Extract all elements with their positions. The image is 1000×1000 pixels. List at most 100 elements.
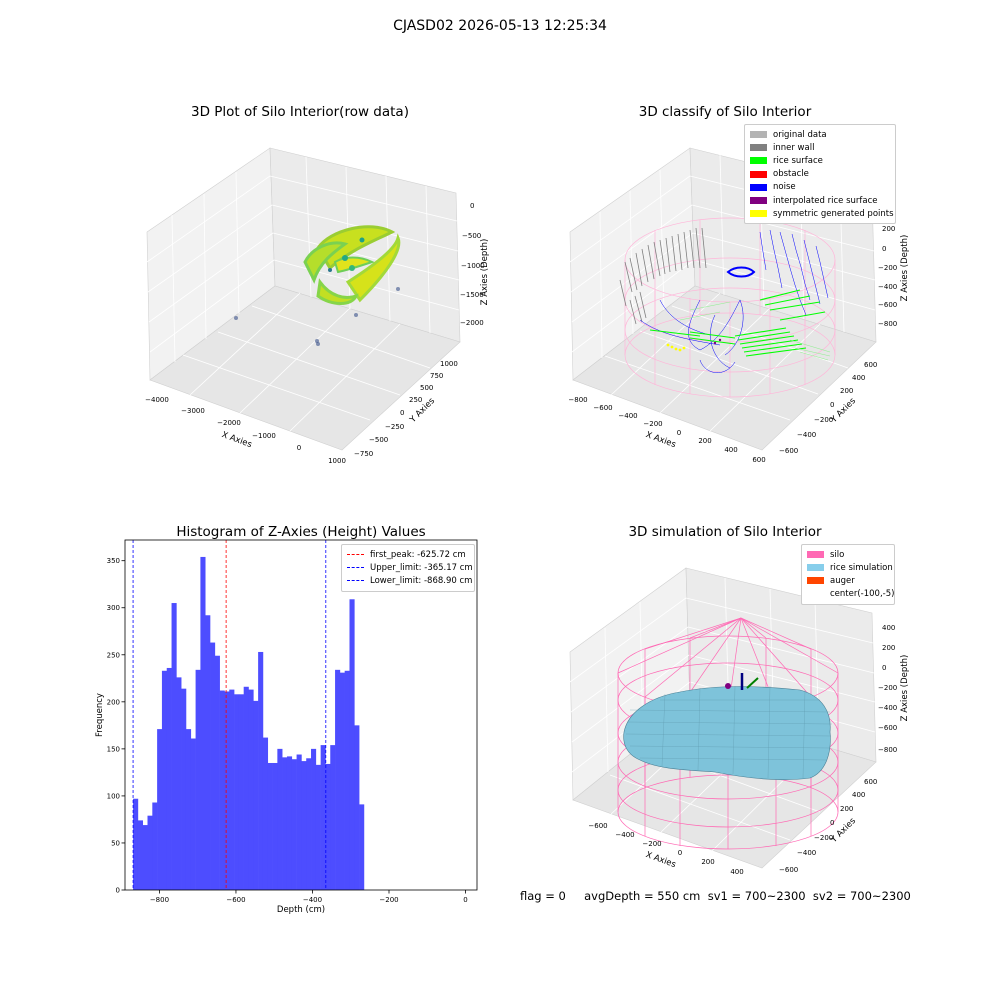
histogram-bar — [219, 690, 225, 890]
histogram-title: Histogram of Z-Axies (Height) Values — [176, 524, 426, 540]
histogram-bar — [210, 642, 216, 890]
legend-label: inner wall — [773, 142, 815, 153]
raw-ytick: −750 — [354, 450, 373, 458]
classify-xtick: −400 — [618, 412, 637, 420]
raw-xtick: −4000 — [145, 396, 169, 404]
histogram-bar — [267, 762, 273, 890]
sim-ztick: −600 — [878, 724, 897, 732]
histogram-bar — [190, 738, 196, 890]
legend-item: auger — [807, 574, 889, 587]
y-tick-label: 150 — [107, 745, 120, 753]
y-tick-label: 100 — [107, 792, 120, 800]
legend-swatch — [750, 210, 767, 218]
classify-plot-title: 3D classify of Silo Interior — [638, 104, 812, 120]
classify-legend: original data inner wall rice surface ob… — [744, 124, 896, 225]
sim-xtick: −200 — [642, 840, 661, 848]
simulation-3d-plot: −600 −400 −200 0 200 400 −600 −400 −200 … — [569, 567, 910, 876]
classify-xtick: −600 — [593, 404, 612, 412]
plot-frame — [124, 539, 478, 891]
legend-swatch — [807, 591, 824, 598]
raw-ytick: 1000 — [440, 360, 458, 368]
histogram-bar — [176, 677, 182, 890]
histogram-bar — [200, 556, 206, 890]
legend-item: noise — [750, 181, 890, 194]
legend-label: interpolated rice surface — [773, 195, 878, 206]
sim-xtick: 0 — [678, 849, 682, 857]
histogram-bar — [238, 694, 244, 890]
histogram-bar — [349, 599, 355, 890]
histogram-bar — [171, 603, 177, 890]
histogram-bar — [137, 820, 143, 890]
histogram-bar — [181, 688, 187, 890]
classify-ytick: 600 — [864, 361, 877, 369]
legend-label: obstacle — [773, 169, 809, 180]
x-tick-label: −800 — [150, 896, 169, 904]
legend-item: first_peak: -625.72 cm — [347, 548, 469, 561]
raw-3d-plot: −4000 −3000 −2000 −1000 0 1000 −750 −500… — [145, 147, 490, 465]
histogram-bar — [166, 667, 172, 890]
classify-ztick: −600 — [878, 301, 897, 309]
raw-ztick: −500 — [462, 232, 481, 240]
histogram-bar — [248, 689, 254, 890]
status-footer: flag = 0 avgDepth = 550 cm sv1 = 700~230… — [520, 889, 911, 903]
sim-xtick: −400 — [615, 831, 634, 839]
raw-xtick: −2000 — [217, 419, 241, 427]
classify-ytick: −400 — [797, 431, 816, 439]
histogram-bar — [229, 689, 235, 890]
classify-xtick: −200 — [643, 420, 662, 428]
histogram-bar — [133, 798, 139, 890]
sim-ytick: −400 — [797, 849, 816, 857]
classify-ztick: 200 — [882, 225, 895, 233]
histogram-bar — [272, 762, 278, 890]
classify-xtick: 200 — [698, 437, 711, 445]
sim-xtick: −600 — [588, 822, 607, 830]
raw-xtick: −1000 — [252, 432, 276, 440]
sim-ztick: 200 — [882, 644, 895, 652]
legend-swatch — [807, 577, 824, 585]
raw-ytick: 250 — [409, 396, 422, 404]
histogram-bar — [224, 691, 230, 890]
legend-label: rice simulation — [830, 562, 893, 573]
histogram-bar — [243, 686, 249, 890]
x-tick-label: −600 — [226, 896, 245, 904]
classify-x-axis-label: X Axies — [644, 430, 677, 450]
legend-swatch — [750, 183, 767, 191]
legend-line — [347, 554, 364, 556]
classify-ytick: −600 — [779, 447, 798, 455]
y-tick-label: 200 — [107, 698, 120, 706]
classify-ytick: 200 — [840, 387, 853, 395]
classify-ztick: −800 — [878, 320, 897, 328]
histogram-bar — [161, 670, 168, 890]
classify-xtick: 0 — [677, 429, 681, 437]
histogram-bar — [325, 763, 331, 890]
classify-ztick: 0 — [882, 245, 886, 253]
histogram-bar — [335, 669, 341, 890]
x-tick-label: −200 — [379, 896, 398, 904]
histogram-bar — [286, 756, 293, 890]
sim-ztick: 0 — [882, 664, 886, 672]
legend-item: Upper_limit: -365.17 cm — [347, 561, 473, 574]
legend-swatch — [750, 197, 767, 205]
sim-x-axis-label: X Axies — [644, 850, 677, 870]
histogram-bar — [311, 748, 317, 890]
legend-item: rice surface — [750, 154, 890, 167]
sim-ytick: 600 — [864, 778, 877, 786]
sim-ztick: −200 — [878, 684, 897, 692]
legend-label: auger — [830, 575, 855, 586]
raw-ytick: 0 — [400, 409, 404, 417]
sim-ytick: 0 — [830, 819, 834, 827]
legend-label: rice surface — [773, 155, 823, 166]
histogram-bar — [195, 669, 201, 890]
y-tick-label: 0 — [116, 887, 120, 895]
legend-label: original data — [773, 129, 827, 140]
y-tick-label: 350 — [107, 557, 120, 565]
histogram-bar — [185, 729, 192, 890]
sim-xtick: 400 — [730, 868, 743, 876]
raw-ztick: −2000 — [460, 319, 484, 327]
histogram-bar — [291, 759, 297, 890]
legend-line — [347, 580, 364, 582]
legend-label: Upper_limit: -365.17 cm — [370, 562, 473, 573]
sim-xtick: 200 — [701, 858, 714, 866]
legend-swatch — [750, 170, 767, 178]
raw-ztick: 0 — [470, 202, 474, 210]
